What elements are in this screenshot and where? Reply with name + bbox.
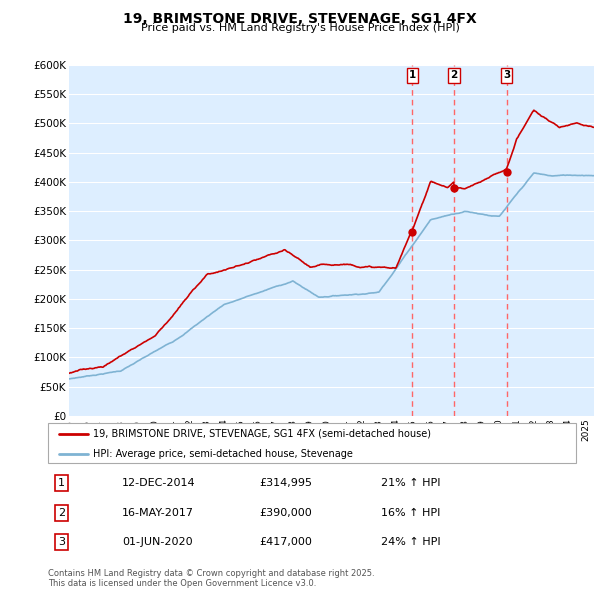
Text: Contains HM Land Registry data © Crown copyright and database right 2025.
This d: Contains HM Land Registry data © Crown c… bbox=[48, 569, 374, 588]
Text: 19, BRIMSTONE DRIVE, STEVENAGE, SG1 4FX: 19, BRIMSTONE DRIVE, STEVENAGE, SG1 4FX bbox=[123, 12, 477, 26]
Text: 12-DEC-2014: 12-DEC-2014 bbox=[122, 478, 196, 488]
Text: 2: 2 bbox=[58, 508, 65, 517]
Text: 3: 3 bbox=[58, 537, 65, 548]
Text: 21% ↑ HPI: 21% ↑ HPI bbox=[380, 478, 440, 488]
Text: 19, BRIMSTONE DRIVE, STEVENAGE, SG1 4FX (semi-detached house): 19, BRIMSTONE DRIVE, STEVENAGE, SG1 4FX … bbox=[93, 429, 431, 439]
Text: 1: 1 bbox=[58, 478, 65, 488]
Text: 16-MAY-2017: 16-MAY-2017 bbox=[122, 508, 194, 517]
Text: 24% ↑ HPI: 24% ↑ HPI bbox=[380, 537, 440, 548]
FancyBboxPatch shape bbox=[48, 423, 576, 463]
Text: £314,995: £314,995 bbox=[259, 478, 312, 488]
Text: 16% ↑ HPI: 16% ↑ HPI bbox=[380, 508, 440, 517]
Text: 1: 1 bbox=[409, 70, 416, 80]
Text: £390,000: £390,000 bbox=[259, 508, 312, 517]
Text: 01-JUN-2020: 01-JUN-2020 bbox=[122, 537, 193, 548]
Text: £417,000: £417,000 bbox=[259, 537, 312, 548]
Text: 3: 3 bbox=[503, 70, 510, 80]
Text: HPI: Average price, semi-detached house, Stevenage: HPI: Average price, semi-detached house,… bbox=[93, 450, 353, 460]
Text: 2: 2 bbox=[451, 70, 458, 80]
Text: Price paid vs. HM Land Registry's House Price Index (HPI): Price paid vs. HM Land Registry's House … bbox=[140, 23, 460, 33]
